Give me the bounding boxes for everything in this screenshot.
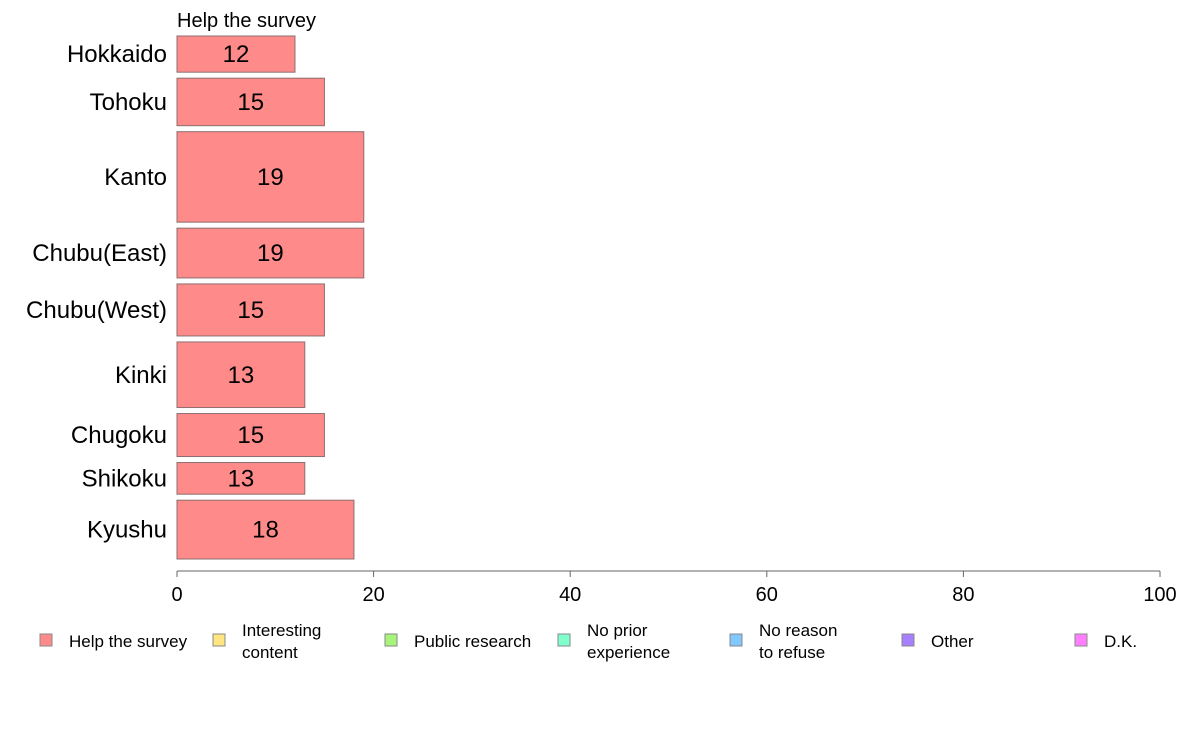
legend-swatch bbox=[39, 633, 53, 647]
bar-value-label: 19 bbox=[257, 164, 284, 191]
legend-swatch bbox=[1074, 633, 1088, 647]
x-tick-label: 20 bbox=[362, 584, 384, 606]
category-label: Kanto bbox=[104, 164, 167, 191]
bar-value-label: 15 bbox=[237, 89, 264, 116]
bar-kinki bbox=[176, 341, 306, 409]
legend-label: content bbox=[242, 643, 298, 662]
bar-value-label: 18 bbox=[252, 517, 279, 544]
bar-value-label: 13 bbox=[228, 362, 255, 389]
legend-swatch bbox=[901, 633, 915, 647]
category-label: Chubu(East) bbox=[32, 240, 167, 267]
category-label: Hokkaido bbox=[67, 41, 167, 68]
category-label: Tohoku bbox=[90, 89, 167, 116]
bar-chubu-east- bbox=[176, 227, 365, 279]
legend-label: Interesting bbox=[242, 621, 321, 640]
x-tick-label: 60 bbox=[756, 584, 778, 606]
legend-label: D.K. bbox=[1104, 632, 1137, 651]
bar-chugoku bbox=[176, 413, 325, 458]
category-label: Kinki bbox=[115, 362, 167, 389]
legend-item: No prior experience bbox=[557, 621, 670, 662]
bar-kanto bbox=[176, 131, 365, 223]
bar-shikoku bbox=[176, 462, 306, 495]
bar-value-label: 12 bbox=[223, 41, 250, 68]
bar-chubu-west- bbox=[176, 283, 325, 337]
x-tick-label: 40 bbox=[559, 584, 581, 606]
legend-label: experience bbox=[587, 643, 670, 662]
legend-swatch bbox=[557, 633, 571, 647]
legend-item: D.K. bbox=[1074, 632, 1137, 651]
legend-item: Help the survey bbox=[39, 632, 188, 651]
legend-item: Public research bbox=[384, 632, 531, 651]
legend-swatch bbox=[212, 633, 226, 647]
x-tick-label: 80 bbox=[952, 584, 974, 606]
legend-item: Interesting content bbox=[212, 621, 321, 662]
bars: 12 Hokkaido 15 Tohoku 19 Kanto 19 Chubu(East) 15… bbox=[26, 35, 365, 560]
category-label: Chugoku bbox=[71, 422, 167, 449]
bar-hokkaido bbox=[176, 35, 296, 73]
legend-swatch bbox=[729, 633, 743, 647]
bar-value-label: 13 bbox=[228, 465, 255, 492]
x-tick-label: 0 bbox=[171, 584, 182, 606]
legend-item: Other bbox=[901, 632, 974, 651]
legend-label: Public research bbox=[414, 632, 531, 651]
legend-label: Help the survey bbox=[69, 632, 188, 651]
category-label: Kyushu bbox=[87, 517, 167, 544]
bar-tohoku bbox=[176, 77, 325, 127]
x-tick-label: 100 bbox=[1143, 584, 1176, 606]
category-label: Chubu(West) bbox=[26, 297, 167, 324]
category-label: Shikoku bbox=[82, 465, 167, 492]
bar-value-label: 19 bbox=[257, 240, 284, 267]
x-axis: 0 20 40 60 80 100 bbox=[171, 570, 1177, 606]
bar-value-label: 15 bbox=[237, 422, 264, 449]
legend-label: Other bbox=[931, 632, 974, 651]
bar-kyushu bbox=[176, 499, 355, 560]
legend: Help the survey Interesting content Public … bbox=[39, 621, 1137, 662]
legend-label: No reason bbox=[759, 621, 837, 640]
legend-label: No prior bbox=[587, 621, 648, 640]
bar-value-label: 15 bbox=[237, 297, 264, 324]
legend-item: No reason to refuse bbox=[729, 621, 837, 662]
legend-swatch bbox=[384, 633, 398, 647]
legend-label: to refuse bbox=[759, 643, 825, 662]
panel-title: Help the survey bbox=[177, 10, 316, 32]
